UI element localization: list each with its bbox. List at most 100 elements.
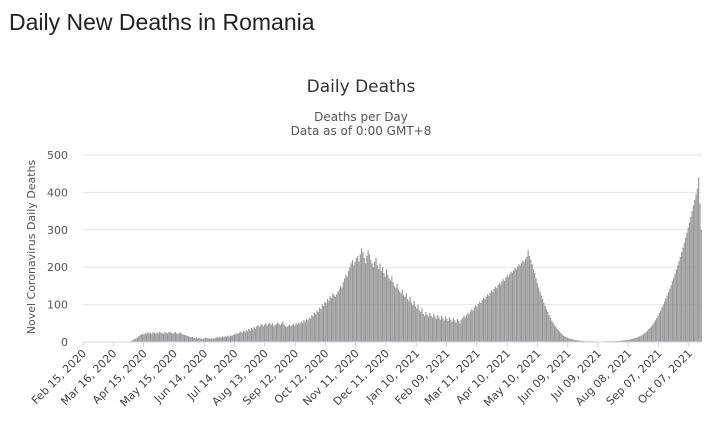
bar <box>210 339 212 342</box>
bar <box>431 317 434 342</box>
bar <box>313 312 315 342</box>
bar <box>219 336 221 342</box>
bars <box>130 177 702 342</box>
bar <box>545 309 548 342</box>
bar <box>618 340 620 342</box>
bar <box>163 333 165 342</box>
bar <box>406 298 409 342</box>
bar <box>458 321 460 342</box>
bar <box>459 323 461 342</box>
bar <box>484 299 486 342</box>
bar <box>684 238 687 342</box>
bar <box>429 312 431 342</box>
bar <box>302 322 304 342</box>
bar <box>417 304 419 342</box>
bar <box>169 331 171 342</box>
bar <box>376 265 378 342</box>
bar <box>328 300 330 342</box>
bar <box>666 295 668 342</box>
bar <box>214 338 216 342</box>
bar <box>695 194 697 342</box>
bar <box>142 333 144 342</box>
bar <box>639 336 641 342</box>
bar <box>557 330 559 342</box>
bar <box>439 319 441 342</box>
bar <box>326 298 329 342</box>
bar <box>380 270 382 342</box>
bar <box>450 319 452 342</box>
bar <box>452 318 455 342</box>
bar <box>464 317 466 342</box>
bar <box>375 257 377 342</box>
bar <box>232 334 234 342</box>
bar <box>334 297 336 342</box>
bar <box>636 337 638 342</box>
bar <box>176 333 178 342</box>
bar <box>524 258 527 342</box>
bar <box>250 327 253 342</box>
bar <box>135 338 137 342</box>
bar <box>351 259 354 342</box>
bar <box>434 316 436 342</box>
bar <box>239 332 241 342</box>
bar <box>412 304 414 342</box>
bar <box>269 322 271 342</box>
bar <box>286 327 288 342</box>
bar <box>644 333 646 342</box>
bar <box>388 278 390 342</box>
bar <box>340 285 342 342</box>
bar <box>364 263 367 342</box>
bar <box>235 334 237 342</box>
bar <box>396 284 398 342</box>
bar <box>515 269 517 342</box>
bar <box>581 340 583 342</box>
bar <box>414 306 416 342</box>
bar <box>355 257 357 342</box>
bar <box>665 298 667 342</box>
bar <box>553 324 555 342</box>
bar <box>473 307 475 342</box>
bar <box>197 338 199 342</box>
bar <box>144 333 146 342</box>
bar <box>317 312 319 342</box>
bar <box>319 307 321 342</box>
bar <box>358 261 360 342</box>
bar <box>237 333 239 342</box>
bar <box>522 260 524 342</box>
bar <box>616 340 618 342</box>
bar <box>404 297 406 342</box>
bar <box>543 302 545 342</box>
bar <box>156 332 158 342</box>
bar <box>308 317 310 342</box>
bar <box>227 335 229 342</box>
bar <box>502 279 504 342</box>
bar <box>236 333 238 342</box>
bar <box>254 328 256 342</box>
bar <box>517 266 519 342</box>
bar <box>278 323 280 342</box>
bar <box>294 325 296 342</box>
bar <box>654 320 656 342</box>
bar <box>166 333 169 342</box>
bar <box>405 293 407 342</box>
bar <box>468 314 470 342</box>
bar <box>548 315 550 342</box>
bar <box>299 323 301 342</box>
bar <box>490 290 493 342</box>
bar <box>194 338 196 342</box>
bar <box>290 326 292 342</box>
bar <box>691 211 693 342</box>
bar <box>198 337 200 342</box>
bar <box>496 288 498 342</box>
bar <box>622 340 624 342</box>
bar <box>628 339 630 342</box>
bar <box>385 269 388 342</box>
bar <box>505 277 507 342</box>
bar <box>193 337 195 342</box>
bar <box>338 289 340 342</box>
bar <box>400 293 402 342</box>
bar <box>430 315 432 342</box>
bar <box>675 269 677 342</box>
bar <box>511 273 514 342</box>
